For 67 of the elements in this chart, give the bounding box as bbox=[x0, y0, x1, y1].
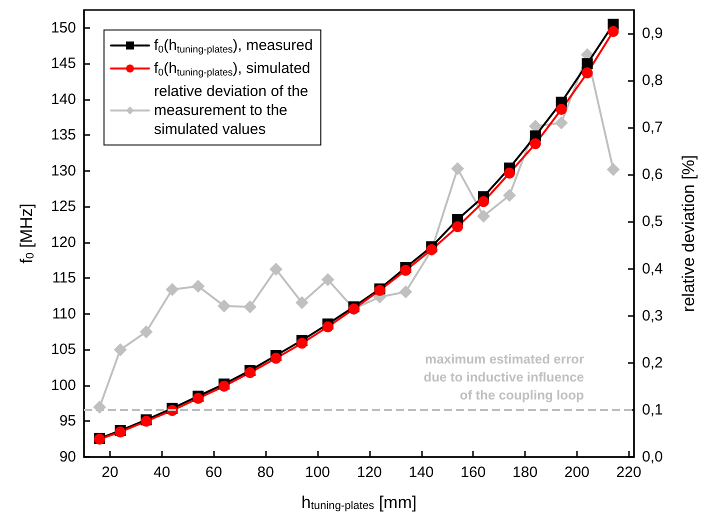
x-tick-label: 160 bbox=[460, 464, 486, 481]
ref-line-label: maximum estimated error due to inductive influence of the coupling loop bbox=[424, 351, 584, 402]
y-tick-label: 95 bbox=[59, 412, 76, 430]
x-tick-label: 20 bbox=[102, 464, 118, 481]
y2-axis-title: relative deviation [%] bbox=[679, 155, 698, 312]
point bbox=[477, 210, 490, 223]
y-tick-label: 120 bbox=[50, 234, 76, 251]
y2-tick-label: 0,4 bbox=[642, 260, 663, 278]
y2-tick-label: 0,6 bbox=[642, 166, 663, 184]
point bbox=[321, 273, 334, 286]
y2-tick-label: 0,3 bbox=[642, 307, 663, 324]
point bbox=[502, 188, 516, 202]
y2-tick-label: 0,9 bbox=[642, 25, 663, 42]
y2-tick-label: 0,7 bbox=[642, 119, 663, 136]
x-tick-label: 120 bbox=[356, 464, 382, 481]
point bbox=[582, 58, 593, 70]
x-axis-title: htuning-plates [mm] bbox=[301, 492, 417, 512]
point bbox=[608, 26, 619, 37]
point bbox=[504, 168, 515, 179]
point bbox=[556, 104, 567, 115]
y-tick-label: 90 bbox=[59, 448, 76, 466]
x-tick-label: 200 bbox=[564, 464, 590, 481]
x-tick-label: 80 bbox=[257, 464, 274, 481]
point bbox=[296, 338, 308, 349]
point bbox=[244, 300, 257, 314]
y-tick-label: 100 bbox=[50, 376, 76, 394]
point bbox=[322, 321, 334, 332]
point bbox=[244, 367, 256, 378]
point bbox=[478, 196, 490, 208]
point bbox=[218, 299, 231, 312]
y-tick-label: 115 bbox=[52, 270, 76, 287]
y-tick-label: 125 bbox=[50, 198, 76, 216]
point bbox=[452, 221, 464, 232]
y2-tick-label: 0,5 bbox=[642, 213, 663, 230]
y-tick-label: 105 bbox=[50, 341, 76, 358]
y2-tick-label: 0,2 bbox=[642, 354, 663, 372]
point bbox=[451, 162, 464, 176]
x-tick-label: 40 bbox=[153, 464, 170, 481]
point bbox=[582, 67, 593, 78]
point bbox=[192, 280, 205, 293]
point bbox=[295, 296, 308, 310]
point bbox=[399, 285, 412, 298]
x-tick-label: 220 bbox=[616, 464, 642, 481]
x-tick-label: 60 bbox=[205, 464, 222, 481]
point bbox=[140, 325, 153, 338]
point bbox=[606, 163, 620, 176]
x-tick-label: 140 bbox=[408, 464, 434, 481]
y-tick-label: 145 bbox=[50, 55, 76, 72]
point bbox=[114, 343, 127, 356]
legend-label: relative deviation of the measurement to the simulated values bbox=[154, 83, 308, 138]
x-tick-label: 180 bbox=[512, 464, 538, 481]
y-axis-title: f0 [MHz] bbox=[17, 204, 36, 264]
y2-tick-label: 0,0 bbox=[642, 448, 663, 466]
y-tick-label: 140 bbox=[50, 90, 76, 108]
point bbox=[554, 116, 568, 130]
y-tick-label: 110 bbox=[52, 305, 76, 322]
point bbox=[530, 138, 541, 150]
y2-tick-label: 0,8 bbox=[642, 72, 663, 90]
point bbox=[269, 262, 282, 276]
point bbox=[166, 282, 179, 296]
point bbox=[270, 352, 282, 364]
point bbox=[400, 264, 412, 276]
y-tick-label: 150 bbox=[50, 19, 76, 36]
y-tick-label: 130 bbox=[50, 162, 76, 180]
y2-tick-label: 0,1 bbox=[642, 401, 663, 418]
y-tick-label: 135 bbox=[50, 126, 76, 144]
x-tick-label: 100 bbox=[304, 464, 330, 481]
